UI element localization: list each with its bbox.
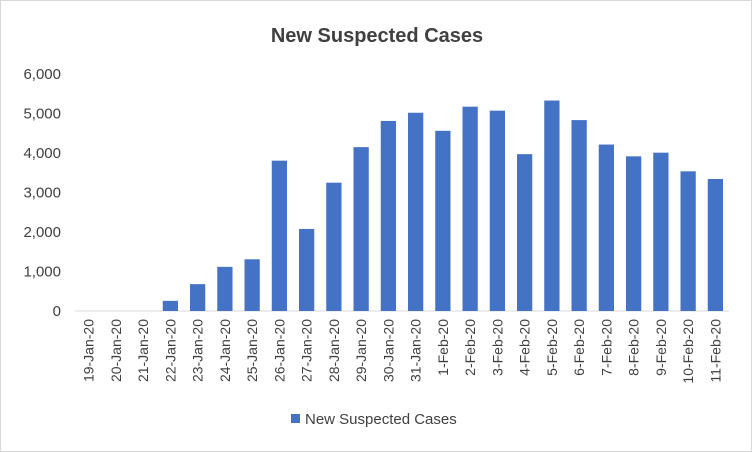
- bar: [680, 171, 696, 311]
- x-tick-label: 24-Jan-20: [217, 319, 233, 382]
- x-tick-label: 3-Feb-20: [489, 319, 505, 376]
- x-tick-label: 2-Feb-20: [462, 319, 478, 376]
- x-tick-label: 10-Feb-20: [680, 319, 696, 384]
- x-tick-label: 11-Feb-20: [707, 319, 723, 383]
- y-tick-label: 0: [53, 303, 61, 320]
- x-tick-label: 5-Feb-20: [544, 319, 560, 376]
- y-tick-label: 4,000: [23, 145, 61, 162]
- x-axis-ticks: 19-Jan-20 20-Jan-20 21-Jan-20 22-Jan-20 23-J…: [81, 319, 724, 384]
- bar: [299, 228, 315, 311]
- x-tick-label: 7-Feb-20: [598, 319, 614, 376]
- bar: [380, 120, 397, 312]
- x-tick-label: 6-Feb-20: [571, 319, 587, 376]
- y-tick-label: 3,000: [23, 185, 61, 202]
- x-tick-label: 23-Jan-20: [190, 319, 206, 382]
- bar: [653, 152, 669, 311]
- bar: [408, 112, 424, 311]
- x-tick-label: 4-Feb-20: [517, 319, 533, 376]
- bar: [598, 144, 615, 311]
- x-tick-label: 9-Feb-20: [653, 319, 669, 376]
- bar: [435, 130, 451, 311]
- bar: [462, 106, 478, 311]
- bar: [489, 110, 506, 311]
- x-tick-label: 28-Jan-20: [326, 319, 342, 382]
- chart-title: New Suspected Cases: [271, 25, 483, 47]
- y-tick-label: 2,000: [23, 224, 61, 241]
- bar: [626, 156, 642, 311]
- bar: [271, 160, 288, 311]
- x-tick-label: 20-Jan-20: [108, 319, 124, 382]
- bar: [544, 100, 560, 311]
- x-tick-label: 29-Jan-20: [353, 319, 369, 382]
- bar: [162, 300, 179, 311]
- x-tick-label: 8-Feb-20: [626, 319, 642, 376]
- x-tick-label: 1-Feb-20: [435, 319, 451, 376]
- bar: [326, 182, 342, 311]
- x-tick-label: 22-Jan-20: [162, 319, 178, 382]
- bar: [517, 154, 533, 311]
- bar: [217, 266, 233, 311]
- x-tick-label: 21-Jan-20: [135, 319, 151, 382]
- bar: [244, 259, 260, 311]
- bar: [707, 178, 724, 311]
- x-tick-label: 30-Jan-20: [380, 319, 396, 382]
- y-tick-label: 5,000: [23, 106, 61, 123]
- legend: New Suspected Cases: [291, 411, 457, 428]
- y-tick-label: 6,000: [23, 66, 61, 83]
- bar: [190, 284, 206, 311]
- bar: [353, 147, 369, 311]
- x-tick-label: 19-Jan-20: [81, 319, 97, 382]
- bar: [571, 120, 587, 311]
- legend-label: New Suspected Cases: [305, 411, 457, 428]
- x-tick-label: 27-Jan-20: [299, 319, 315, 382]
- y-axis-ticks: 0 1,000 2,000 3,000 4,000 5,000 6,000: [23, 66, 61, 320]
- x-tick-label: 25-Jan-20: [244, 319, 260, 382]
- x-tick-label: 26-Jan-20: [271, 319, 287, 382]
- y-tick-label: 1,000: [23, 264, 61, 281]
- bars-group: [162, 100, 724, 312]
- legend-swatch: [291, 414, 300, 423]
- x-tick-label: 31-Jan-20: [408, 319, 424, 382]
